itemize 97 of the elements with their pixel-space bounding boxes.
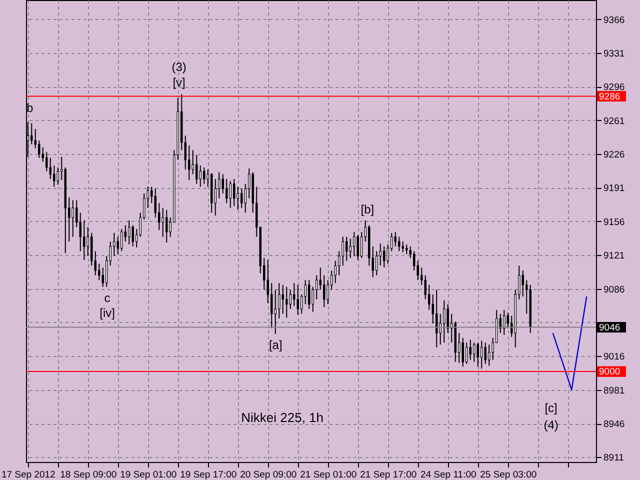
annotation: [v] [172,75,186,90]
candlestick [154,188,156,218]
candlestick [233,178,236,206]
candlestick [56,166,59,186]
x-tick-label: 21 Sep 17:00 [360,470,417,480]
annotation: b [26,101,34,115]
annotation: (4) [544,418,558,432]
y-tick-label: 9226 [604,150,625,160]
candlestick [72,200,74,238]
y-tick-label: 9016 [604,352,625,363]
candlestick [308,280,310,310]
annotation: [iv] [100,306,115,320]
candlestick [229,180,232,208]
y-tick-label: 9296 [604,82,625,94]
x-tick-label: 17 Sep 2012 [1,470,56,480]
candlestick [360,231,363,258]
y-tick-label: 9191 [604,183,625,194]
candlestick [484,342,486,364]
x-tick-label: 18 Sep 09:00 [60,470,117,480]
y-tick-label: 8911 [604,452,624,464]
y-tick-label: 9261 [604,116,625,127]
candlestick [128,220,130,245]
candlestick [406,244,408,255]
candlestick [402,241,404,253]
candlestick [522,270,524,297]
candlestick [83,220,86,260]
ref-line-label: 9286 [599,91,620,102]
text: Nikkei 225, 1h [241,410,324,425]
candlestick [196,154,198,184]
candlestick [49,157,52,180]
candlestick [462,337,464,368]
x-tick-label: 19 Sep 17:00 [180,470,237,480]
annotation: (3) [172,60,186,74]
candlestick [293,282,296,307]
x-tick-label: 25 Sep 03:00 [480,470,537,480]
candlestick [342,236,344,266]
ref-line-label: 9046 [599,322,620,334]
candlestick [274,289,276,334]
candlestick [398,236,400,252]
candlestick [113,232,116,257]
candlestick [86,226,89,257]
candlestick [296,284,299,316]
candlestick [53,165,56,188]
candlestick [323,274,326,308]
y-tick-label: 9086 [604,284,625,296]
candlestick [199,165,202,188]
x-tick-label: 21 Sep 01:00 [300,470,357,480]
candlestick [162,207,164,238]
x-tick-label: 20 Sep 09:00 [240,470,297,480]
candlestick [349,238,352,258]
annotation: [b] [360,202,374,216]
candlestick [46,152,48,172]
candlestick [270,282,273,329]
annotation: [a] [268,338,282,352]
candlestick [469,339,472,360]
candlestick [488,344,490,366]
candlestick [394,231,396,247]
y-tick-label: 8946 [604,419,625,430]
annotation: c [104,291,110,305]
candlestick [203,166,206,184]
candlestick [443,300,446,344]
candlestick [289,289,292,310]
candlestick [132,224,134,247]
x-tick-label: 24 Sep 11:00 [420,470,476,480]
x-tick-label: 19 Sep 01:00 [120,470,177,480]
candlestick [446,304,449,334]
candlestick [383,246,386,268]
candlestick [188,144,190,180]
candlestick [428,284,430,310]
ref-line-label: 9000 [599,366,620,378]
candlestick [226,178,228,204]
y-tick-label: 9331 [604,48,625,60]
candlestick [356,234,359,260]
candlestick [480,340,483,370]
candlestick [98,263,100,281]
y-tick-label: 9156 [604,216,625,228]
candlestick [473,342,476,362]
annotation: [c] [544,401,558,415]
candlestick [353,231,356,257]
candlestick [240,188,243,208]
candlestick [503,309,506,336]
candlestick [376,250,378,276]
candlestick [436,289,438,348]
candlestick [346,236,348,262]
candlestick [120,228,123,252]
candlestick [282,284,284,314]
candlestick [278,282,280,320]
y-tick-label: 9366 [604,14,625,26]
candlestick [286,286,288,318]
candlestick [236,186,239,210]
candlestick [38,140,40,158]
candlestick [30,122,33,145]
candlestick [466,342,468,364]
y-tick-label: 8981 [604,385,625,396]
candlestick [166,209,168,244]
y-tick-label: 9121 [604,250,625,262]
candlestick [476,342,479,368]
